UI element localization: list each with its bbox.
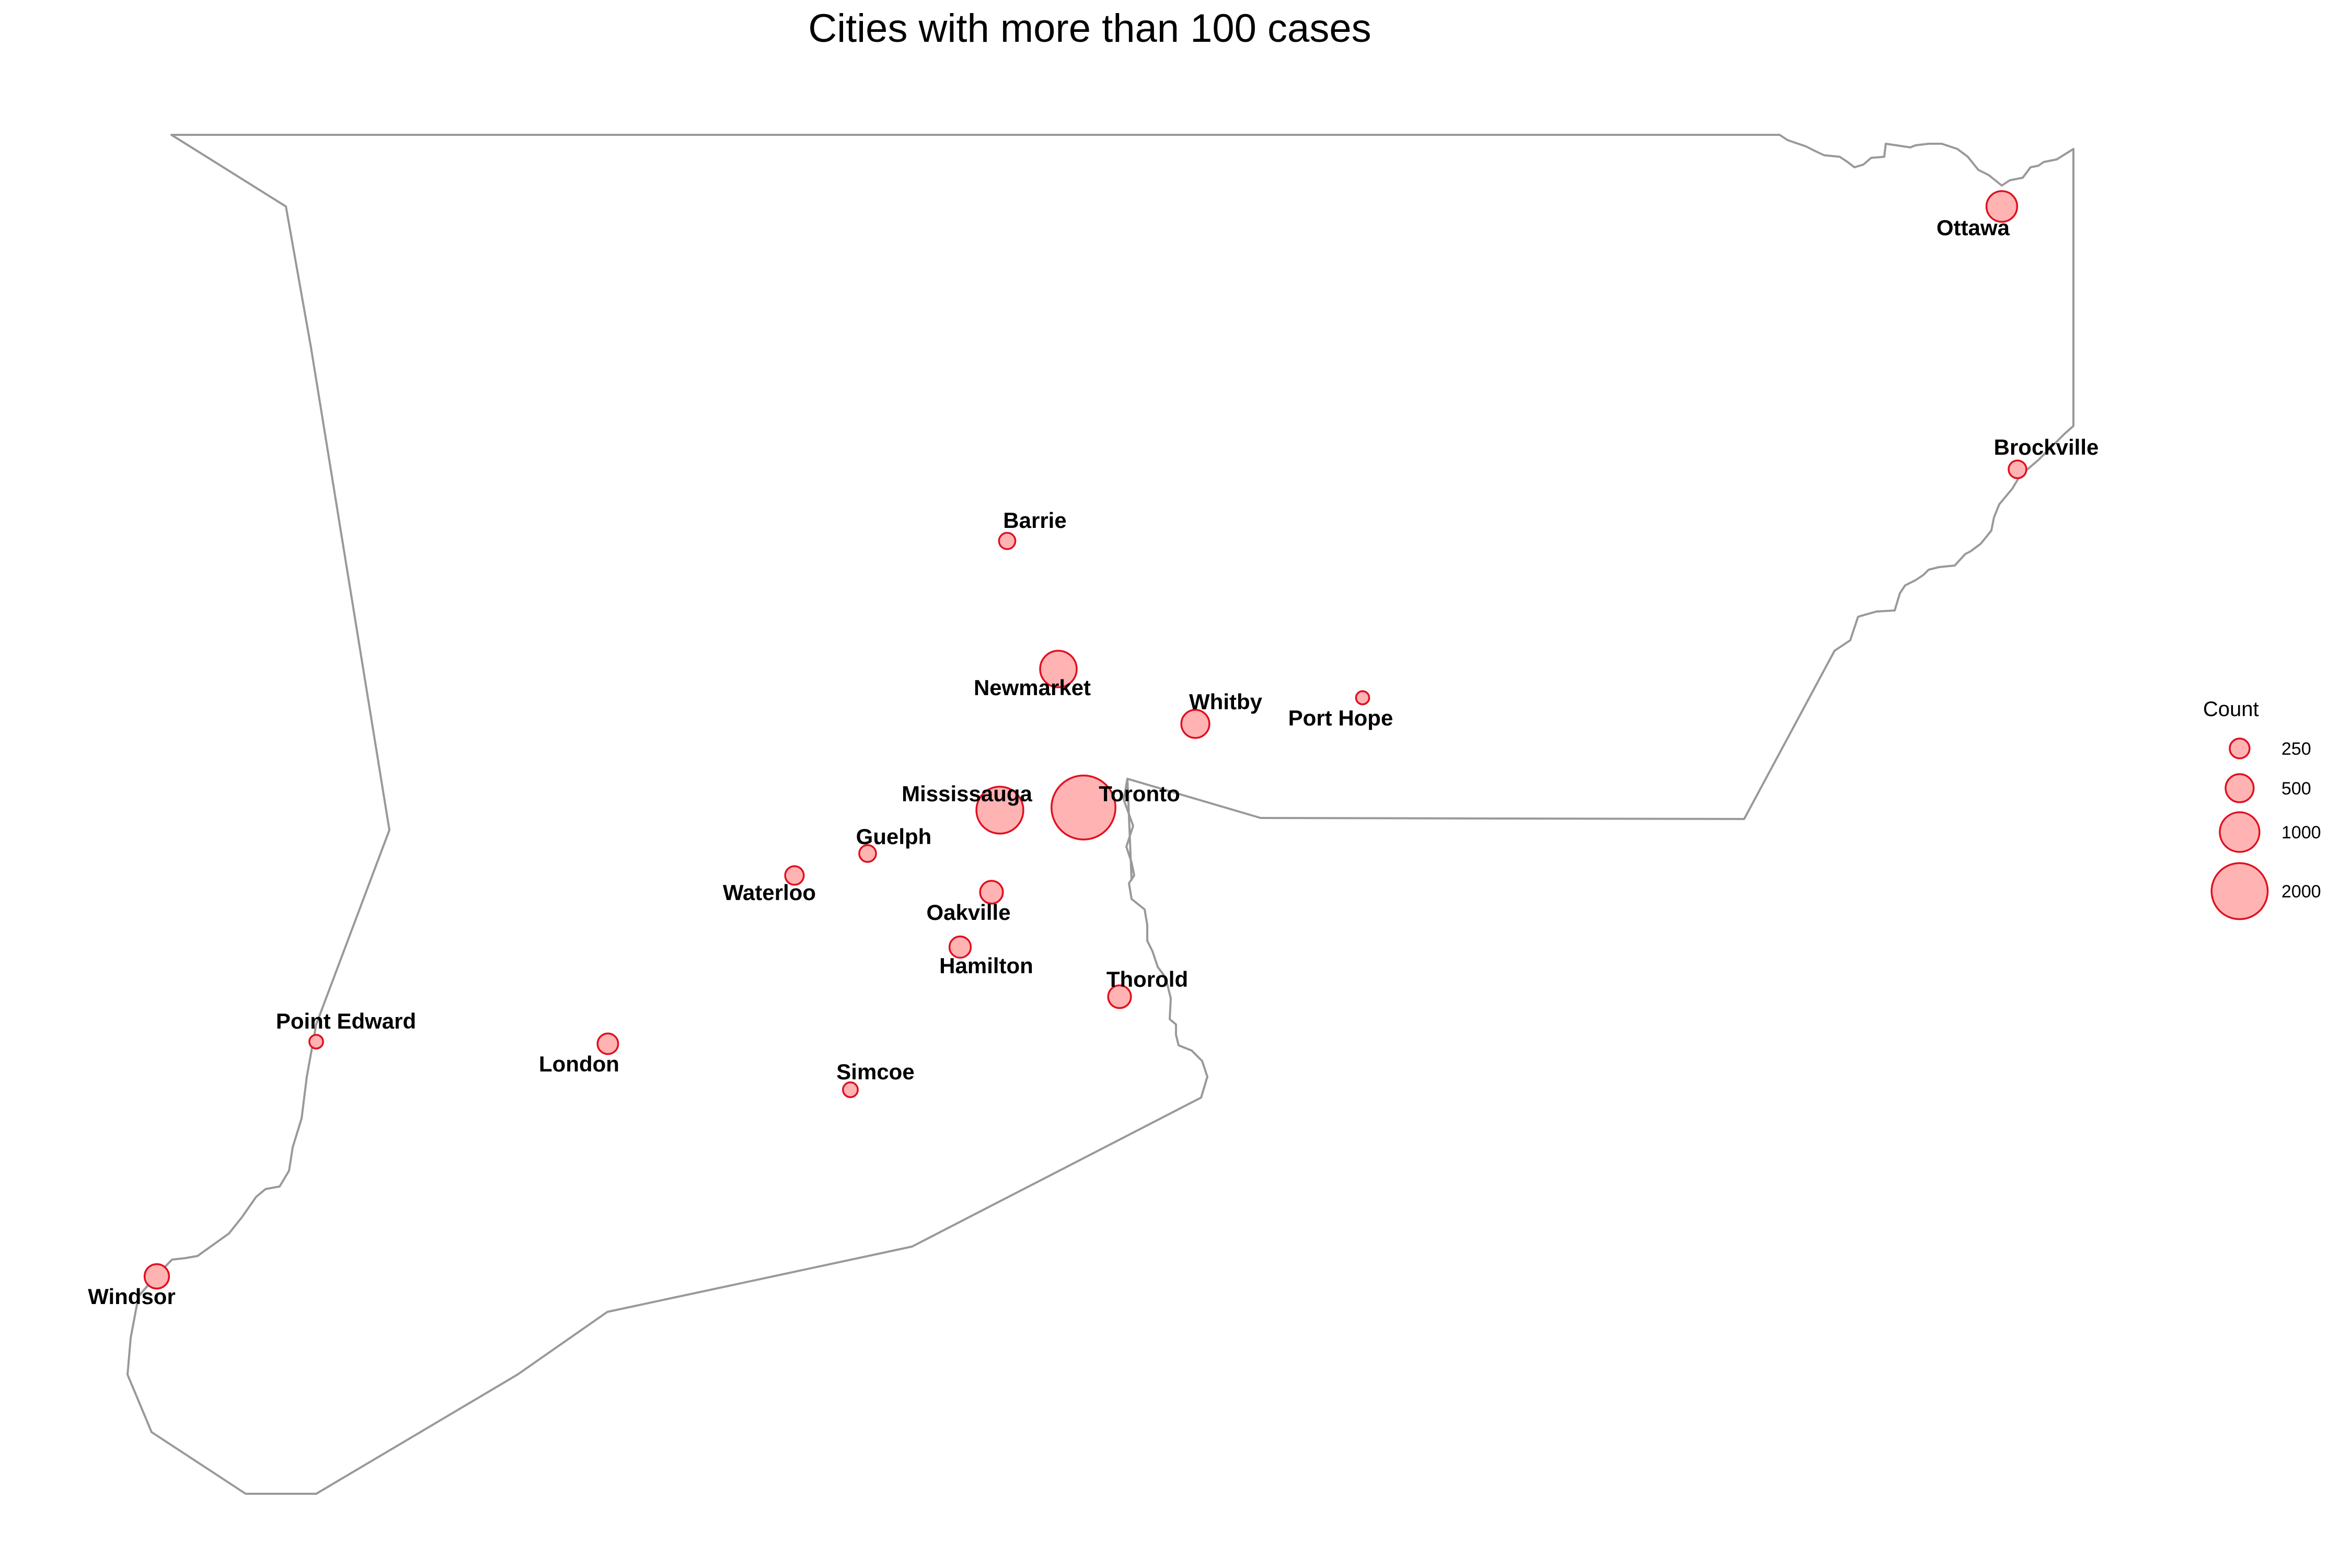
bubble-mississauga: [975, 786, 1024, 835]
bubble-point-edward: [308, 1034, 324, 1050]
label-ottawa: Ottawa: [1936, 215, 2010, 240]
city-labels: Ottawa Brockville Barrie Newmarket Whitby Por…: [88, 215, 2099, 1309]
label-hamilton: Hamilton: [939, 953, 1033, 978]
label-guelph: Guelph: [856, 824, 932, 849]
ontario-boundary: [126, 134, 2074, 1495]
bubble-guelph: [858, 844, 877, 863]
bubble-toronto: [1051, 775, 1116, 840]
bubble-barrie: [998, 532, 1017, 550]
label-barrie: Barrie: [1003, 508, 1066, 533]
legend-key-500: [2224, 773, 2255, 803]
legend-title: Count: [2203, 698, 2259, 721]
size-legend: Count 250 500 1000 2000: [2203, 698, 2321, 920]
bubble-windsor: [143, 1263, 170, 1290]
legend-key-2000: [2210, 862, 2269, 920]
label-london: London: [539, 1052, 619, 1076]
label-windsor: Windsor: [88, 1284, 176, 1309]
label-toronto: Toronto: [1099, 781, 1180, 806]
legend-label-2000: 2000: [2281, 882, 2321, 902]
legend-label-1000: 1000: [2281, 823, 2321, 843]
legend-label-500: 500: [2281, 779, 2311, 799]
city-bubbles: [143, 190, 2027, 1290]
bubble-whitby: [1180, 709, 1210, 739]
bubble-london: [596, 1032, 619, 1055]
label-oakville: Oakville: [926, 900, 1010, 925]
label-whitby: Whitby: [1189, 689, 1263, 714]
bubble-hamilton: [948, 935, 972, 959]
chart-title: Cities with more than 100 cases: [808, 6, 1371, 51]
label-newmarket: Newmarket: [974, 675, 1091, 700]
bubble-simcoe: [842, 1081, 859, 1098]
label-thorold: Thorold: [1106, 967, 1188, 991]
bubble-newmarket: [1039, 650, 1078, 688]
label-port-hope: Port Hope: [1288, 706, 1393, 730]
label-brockville: Brockville: [1994, 435, 2099, 459]
legend-key-1000: [2219, 811, 2261, 853]
bubble-port-hope: [1355, 690, 1370, 706]
legend-key-250: [2229, 737, 2251, 759]
label-point-edward: Point Edward: [276, 1009, 416, 1033]
bubble-oakville: [979, 880, 1004, 905]
legend-label-250: 250: [2281, 739, 2311, 759]
label-mississauga: Mississauga: [902, 781, 1032, 806]
label-waterloo: Waterloo: [723, 880, 816, 905]
bubble-brockville: [2008, 459, 2027, 479]
bubble-ottawa: [1985, 190, 2019, 223]
bubble-waterloo: [784, 865, 805, 886]
bubble-thorold: [1107, 984, 1132, 1009]
label-simcoe: Simcoe: [836, 1059, 914, 1084]
